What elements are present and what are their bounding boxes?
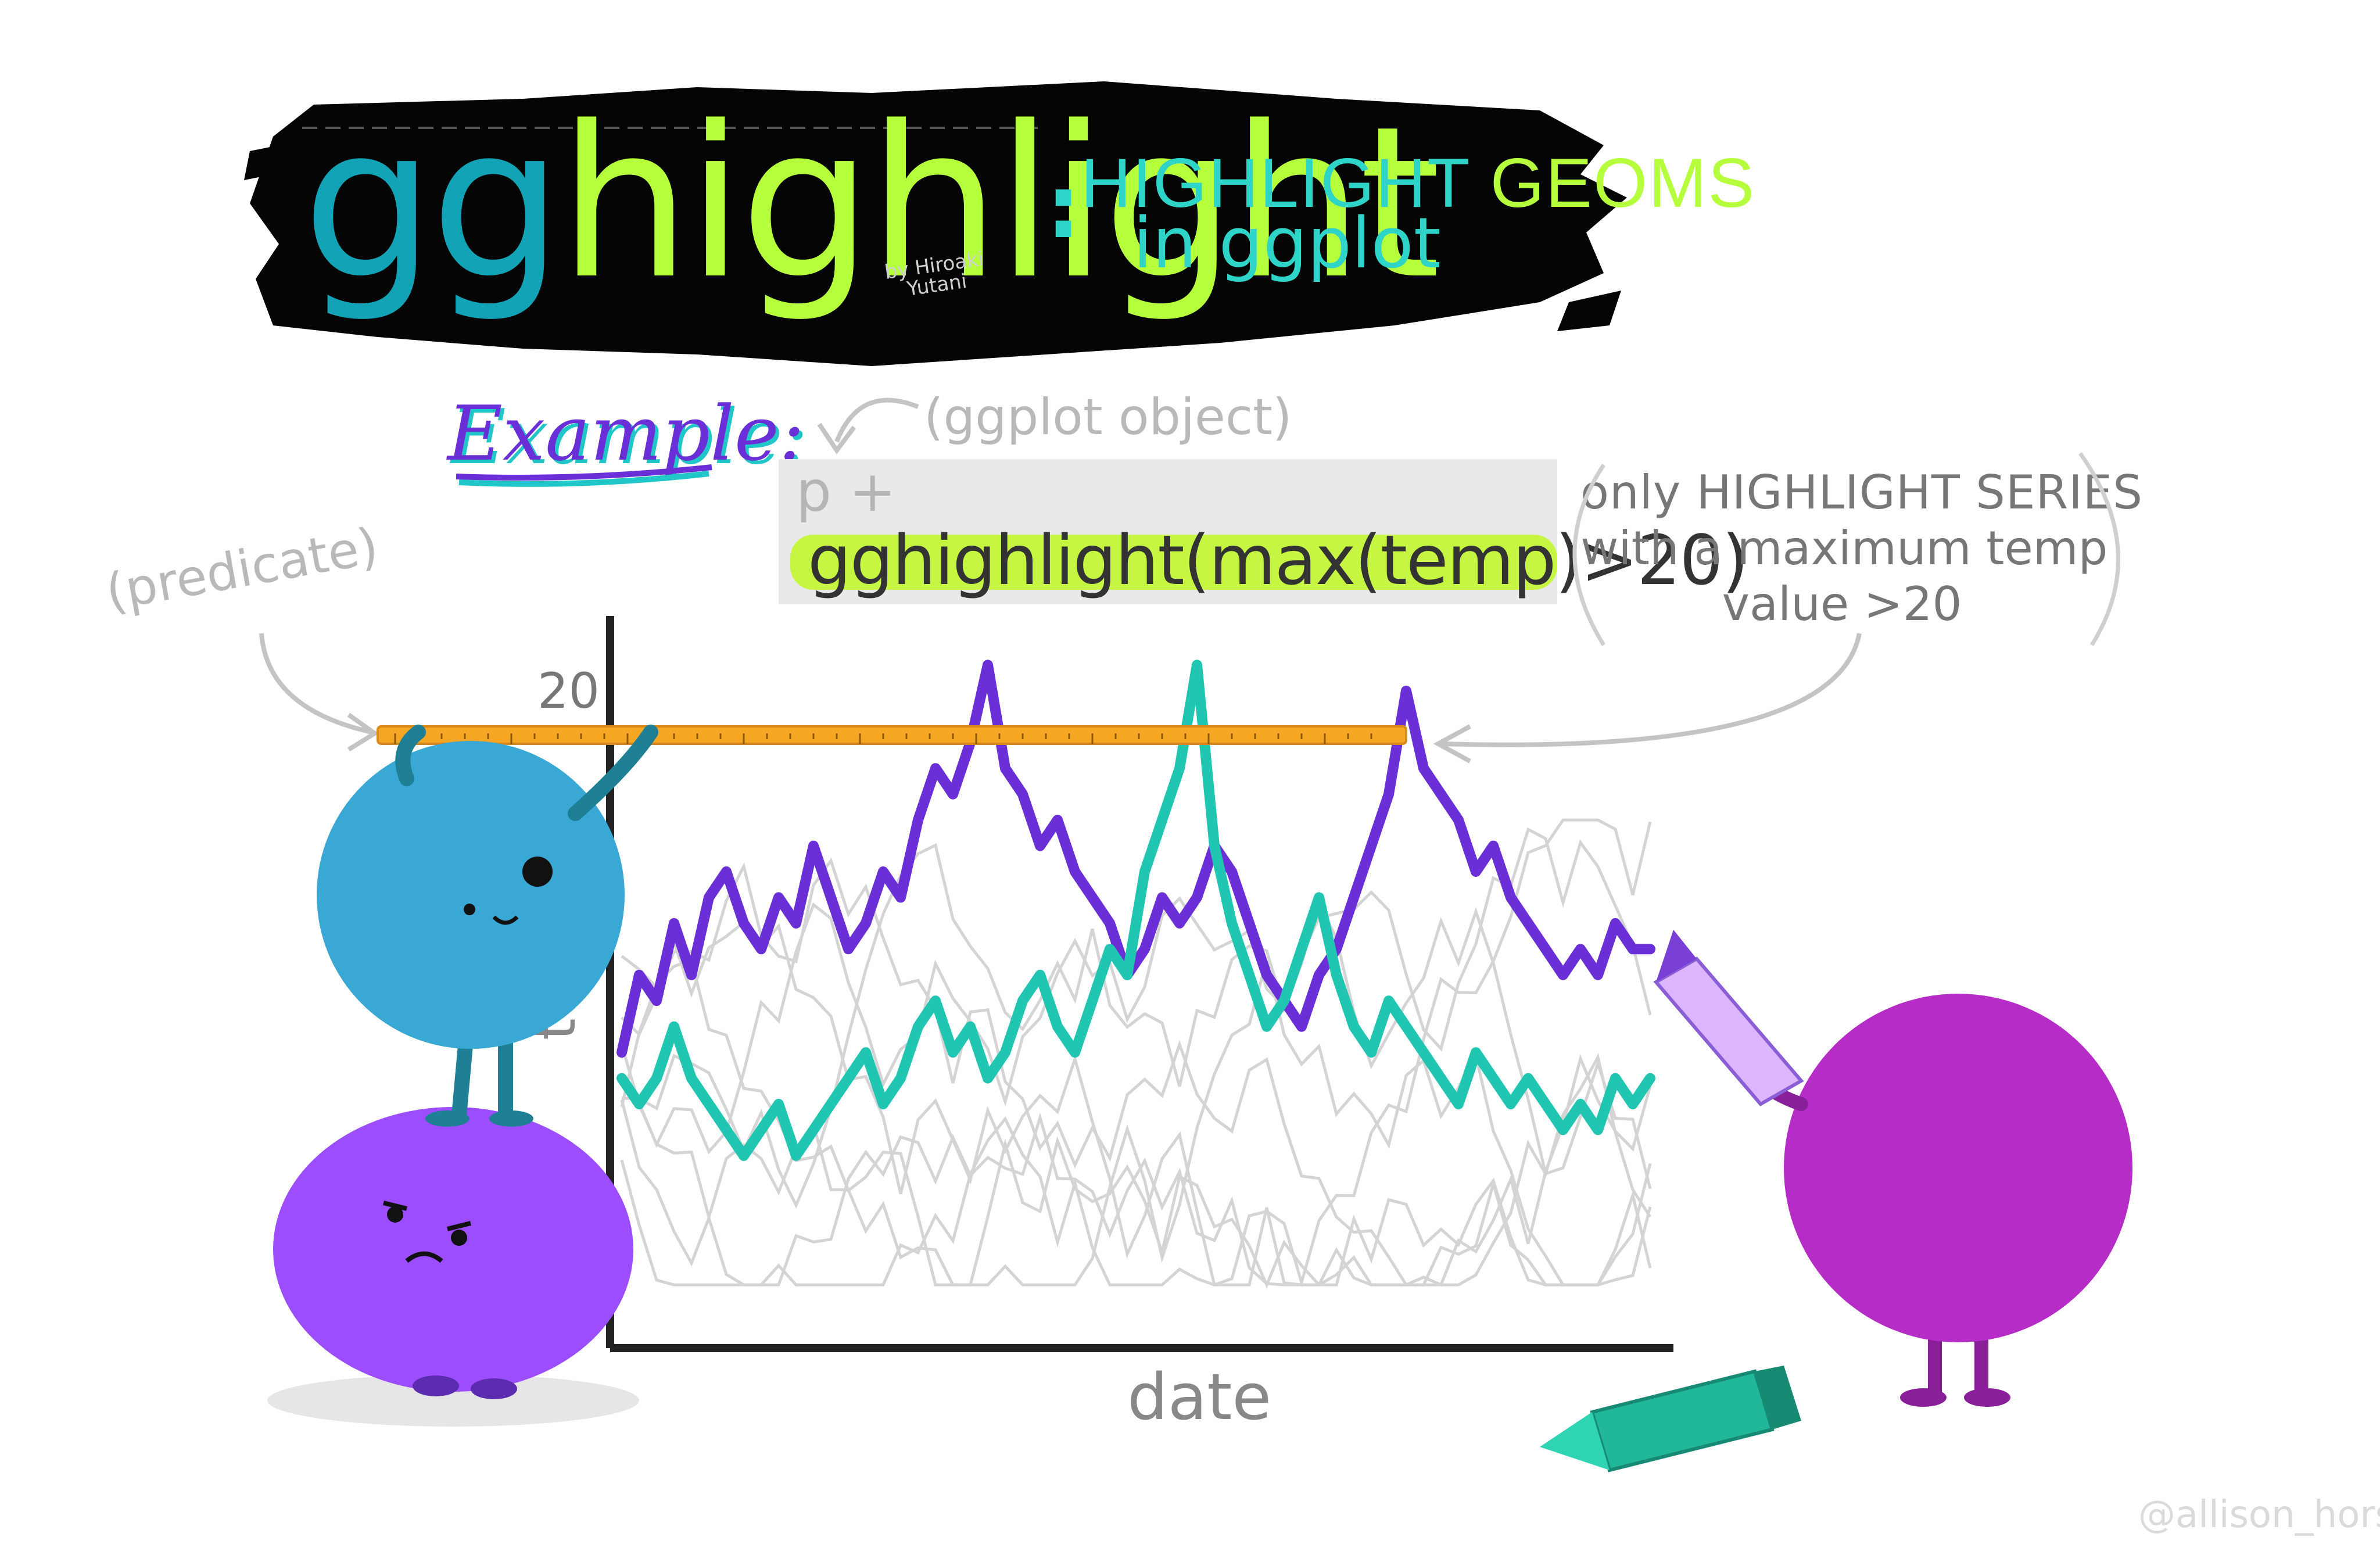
explain-line2: with a maximum temp (1580, 521, 2108, 575)
title-highlight: highlight (558, 81, 1441, 325)
subtitle-line1: HIGHLIGHT GEOMS (1081, 145, 1755, 221)
watermark: @allison_horst (2138, 1493, 2380, 1536)
highlight-series-line-2 (616, 660, 1655, 1161)
explain-note: only HIGHLIGHT SERIES with a maximum tem… (1580, 465, 2143, 632)
teal-crayon (1540, 1366, 1801, 1472)
code-highlight-marker (790, 535, 1557, 590)
highlight-series-line-1 (616, 660, 1655, 1058)
subtitle-geoms: GEOMS (1490, 144, 1756, 222)
example-label: Example: (447, 389, 805, 478)
subtitle-highlight: HIGHLIGHT (1081, 144, 1470, 222)
grey-series-line (621, 920, 1652, 1287)
grey-series-line (620, 1054, 1652, 1287)
purple-crayon (1653, 930, 1804, 1106)
subtitle-line2: in ggplot (1133, 203, 1441, 284)
x-axis-label: date (1127, 1360, 1272, 1434)
code-line2: gghighlight(max(temp)>20) (808, 520, 1749, 600)
ggplot-object-note: (ggplot object) (924, 388, 1292, 446)
explain-line1: only HIGHLIGHT SERIES (1580, 465, 2143, 519)
grey-series-line (620, 818, 1652, 1288)
highlight-series-group (616, 660, 1655, 1161)
title-gg: gg (302, 81, 563, 325)
grumpy-purple-monster (273, 1107, 633, 1399)
y-tick-20: 20 (537, 662, 600, 719)
grey-series-line (621, 843, 1652, 1209)
code-line1: p + (796, 459, 896, 524)
title-main: gghighlight (302, 99, 1441, 308)
blue-monster (317, 725, 658, 1127)
magenta-monster (1742, 994, 2132, 1407)
ruler-bar (377, 725, 1407, 745)
explain-line3: value >20 (1722, 577, 1962, 631)
grey-series-line (620, 827, 1652, 1155)
title-colon: : (1046, 157, 1081, 258)
